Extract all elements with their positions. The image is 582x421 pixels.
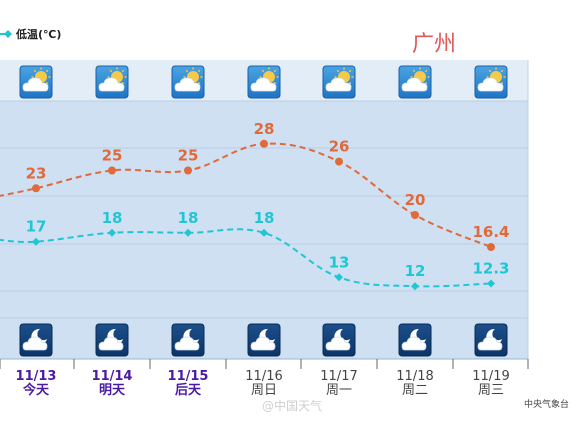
date-label: 11/14	[92, 369, 133, 384]
high-temp-point	[487, 243, 495, 252]
low-temp-label: 12.3	[472, 260, 509, 278]
low-temp-labels: 17 18 18 18 13 12 12.3	[26, 209, 510, 280]
high-temp-point	[184, 166, 192, 175]
date-label: 11/17	[320, 369, 357, 384]
high-temp-points	[32, 139, 495, 252]
partly-cloudy-sun-icon	[474, 65, 508, 99]
weekday-label: 周日	[251, 383, 277, 398]
low-temp-label: 17	[26, 218, 47, 236]
high-temp-label: 25	[102, 147, 123, 165]
high-temp-label: 16.4	[472, 223, 509, 241]
low-temp-point	[108, 228, 116, 237]
date-label: 11/16	[245, 369, 282, 384]
low-temp-point	[487, 279, 495, 288]
low-temp-label: 18	[254, 209, 275, 227]
plot-background	[0, 60, 528, 359]
high-temp-label: 25	[178, 147, 199, 165]
weekday-label: 后天	[175, 382, 202, 398]
partly-cloudy-sun-icon	[171, 65, 205, 99]
partly-cloudy-sun-icon	[322, 65, 356, 99]
cloud-moon-icon	[19, 323, 53, 357]
cloud-moon-icon	[322, 323, 356, 357]
legend-low-marker	[4, 30, 12, 38]
city-name: 广州	[412, 32, 456, 57]
cloud-moon-icon	[474, 323, 508, 357]
date-label: 11/13	[16, 369, 57, 384]
cloud-moon-icon	[95, 323, 129, 357]
date-label: 11/15	[168, 369, 209, 384]
low-temp-label: 13	[329, 253, 350, 271]
weekday-label: 周二	[402, 383, 428, 398]
low-temp-label: 18	[102, 209, 123, 227]
high-temp-label: 20	[405, 191, 426, 209]
high-temp-label: 28	[254, 120, 275, 138]
high-temp-point	[260, 139, 268, 148]
partly-cloudy-sun-icon	[398, 65, 432, 99]
weekday-label: 今天	[22, 382, 50, 398]
high-temp-point	[411, 211, 419, 219]
cloud-moon-icon	[171, 323, 205, 357]
night-icons	[19, 323, 508, 357]
high-temp-point	[108, 166, 116, 175]
high-temp-point	[335, 157, 343, 166]
high-temp-label: 23	[26, 164, 47, 182]
cloud-moon-icon	[247, 323, 281, 357]
low-temp-point	[184, 228, 192, 237]
legend: 低温(℃)	[0, 27, 61, 41]
high-temp-point	[32, 184, 40, 193]
gridlines	[0, 100, 528, 319]
low-temp-point	[32, 237, 40, 246]
low-temp-points	[32, 228, 495, 291]
watermark: @中国天气	[262, 398, 322, 413]
low-temp-point	[335, 273, 343, 282]
low-temp-label: 18	[178, 209, 199, 227]
cloud-moon-icon	[398, 323, 432, 357]
date-label: 11/18	[396, 369, 433, 384]
day-dividers	[0, 359, 529, 369]
date-label: 11/19	[472, 369, 509, 384]
low-temp-label: 12	[405, 262, 426, 280]
weekday-label: 明天	[99, 383, 126, 398]
legend-low-label: 低温(℃)	[15, 27, 61, 41]
weekday-label: 周一	[326, 383, 352, 398]
day-icons	[19, 65, 508, 99]
weekday-label: 周三	[478, 383, 504, 398]
partly-cloudy-sun-icon	[95, 65, 129, 99]
partly-cloudy-sun-icon	[19, 65, 53, 99]
low-temp-point	[260, 228, 268, 237]
high-temp-label: 26	[329, 138, 350, 156]
low-temp-line	[0, 228, 492, 288]
credit-label: 中央气象台	[524, 398, 569, 410]
high-temp-labels: 23 25 25 28 26 20 16.4	[26, 120, 510, 241]
partly-cloudy-sun-icon	[247, 65, 281, 99]
low-temp-point	[411, 282, 419, 291]
